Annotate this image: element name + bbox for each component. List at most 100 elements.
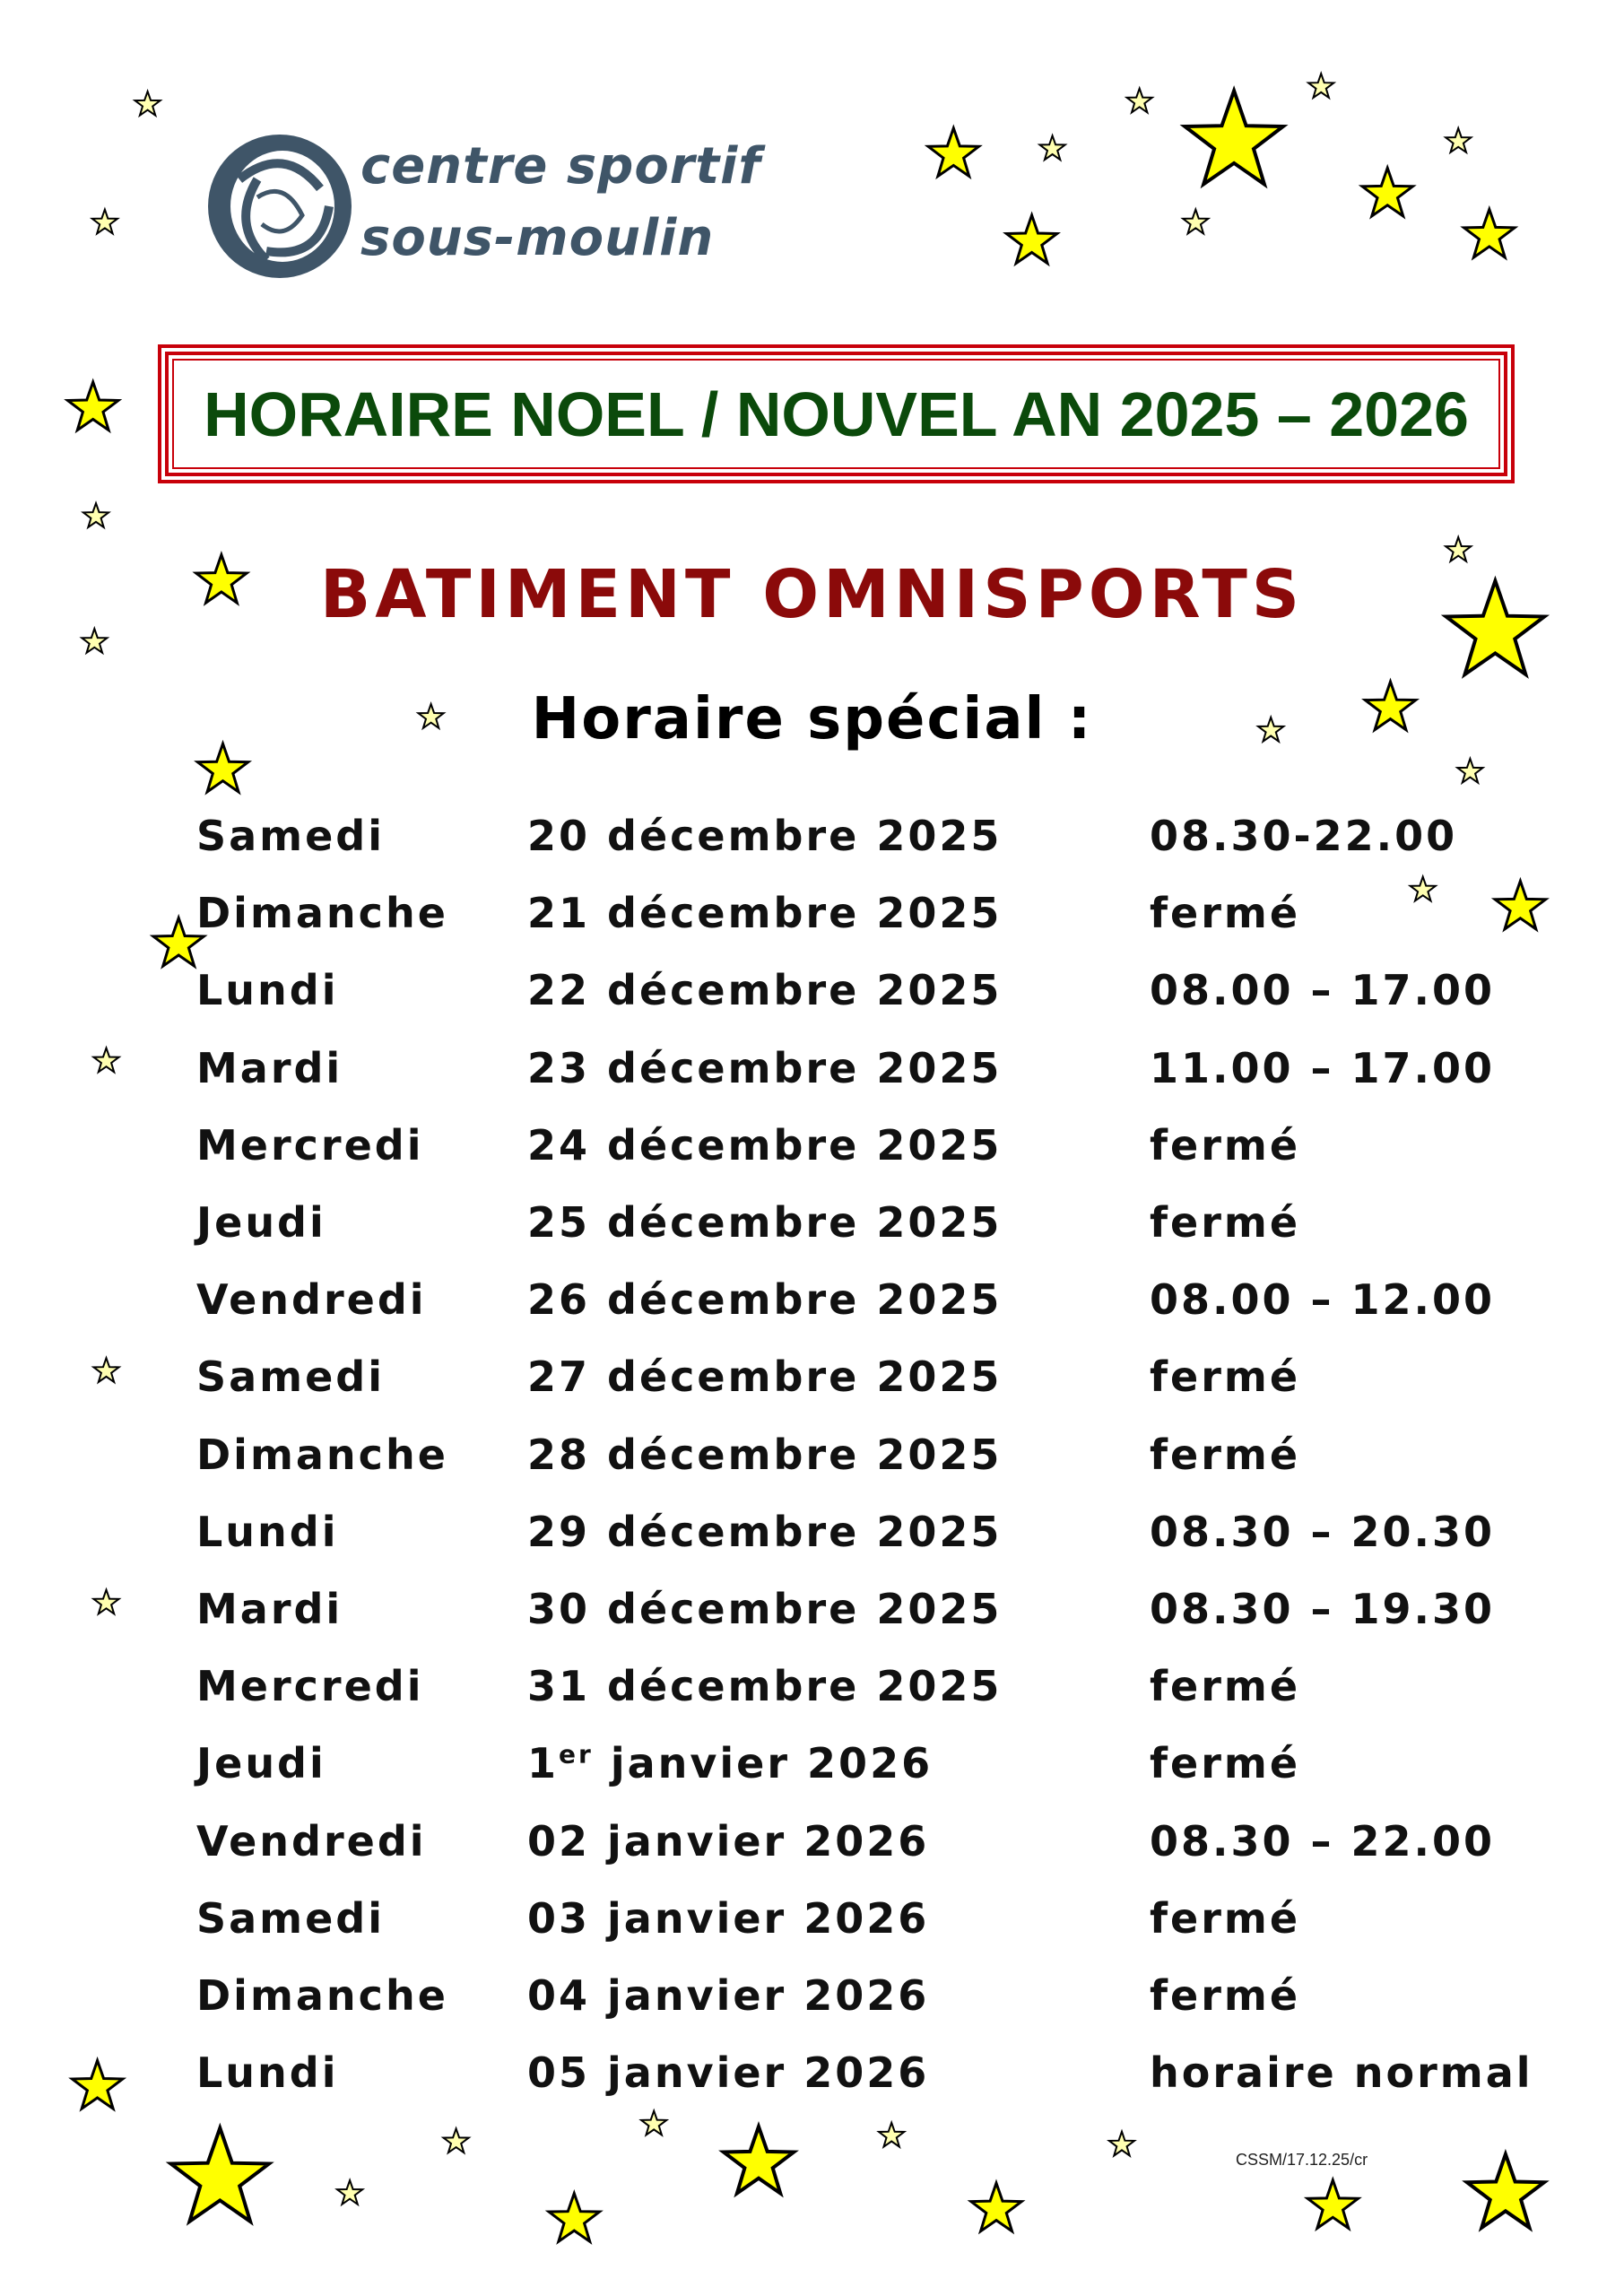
hours-cell: 11.00 – 17.00 [1150, 1043, 1496, 1092]
star-icon [1303, 2176, 1362, 2232]
schedule-row: Mercredi 31 décembre 2025 fermé [0, 1662, 1624, 1734]
star-icon [192, 551, 251, 606]
schedule-row: Mardi 30 décembre 2025 08.30 – 19.30 [0, 1585, 1624, 1657]
star-icon [1180, 206, 1211, 236]
star-icon [924, 124, 983, 180]
day-cell: Mardi [196, 1585, 343, 1633]
star-icon [1460, 204, 1519, 261]
hours-cell: 08.30-22.00 [1150, 812, 1458, 860]
day-cell: Dimanche [196, 1430, 448, 1479]
day-cell: Jeudi [196, 1739, 326, 1788]
star-icon [544, 2189, 604, 2245]
day-cell: Samedi [196, 812, 385, 860]
date-cell: 05 janvier 2026 [527, 2048, 930, 2098]
day-cell: Lundi [196, 2048, 339, 2098]
building-name: BATIMENT OMNISPORTS [319, 556, 1305, 633]
hours-cell: fermé [1150, 1739, 1301, 1788]
star-icon [638, 2108, 670, 2137]
schedule-row: Samedi 03 janvier 2026 fermé [0, 1894, 1624, 1966]
star-icon [718, 2121, 799, 2198]
date-cell: 26 décembre 2025 [527, 1275, 1003, 1325]
day-cell: Jeudi [196, 1198, 326, 1247]
date-cell: 22 décembre 2025 [527, 966, 1003, 1015]
logo-text: centre sportif sous-moulin [360, 131, 761, 274]
star-icon [876, 2119, 908, 2150]
star-icon [81, 500, 111, 530]
star-icon [1443, 534, 1474, 564]
day-cell: Samedi [196, 1893, 385, 1943]
day-cell: Mardi [196, 1043, 343, 1092]
date-cell: 29 décembre 2025 [527, 1507, 1003, 1556]
star-icon [1358, 163, 1417, 220]
date-cell: 1er janvier 2026 [527, 1739, 933, 1787]
hours-cell: 08.00 – 12.00 [1150, 1275, 1496, 1325]
star-icon [1490, 876, 1550, 933]
day-cell: Dimanche [196, 1971, 448, 2020]
star-icon [1361, 677, 1420, 734]
star-icon [79, 625, 110, 656]
star-icon [1107, 2128, 1137, 2158]
schedule-row: Dimanche 21 décembre 2025 fermé [0, 889, 1624, 961]
hours-cell: fermé [1150, 1198, 1301, 1247]
day-cell: Lundi [196, 1507, 339, 1556]
schedule-row: Dimanche 28 décembre 2025 fermé [0, 1431, 1624, 1502]
schedule-row: Vendredi 26 décembre 2025 08.00 – 12.00 [0, 1275, 1624, 1347]
logo: centre sportif sous-moulin [204, 126, 777, 287]
star-icon [1179, 85, 1289, 189]
star-icon [334, 2177, 366, 2207]
date-rest: janvier 2026 [593, 1739, 934, 1788]
schedule-heading: Horaire spécial : [531, 686, 1093, 752]
date-cell: 30 décembre 2025 [527, 1585, 1003, 1633]
star-icon [415, 700, 447, 731]
schedule-row: Mercredi 24 décembre 2025 fermé [0, 1121, 1624, 1193]
star-icon [194, 739, 253, 796]
star-icon [68, 2056, 127, 2112]
date-cell: 02 janvier 2026 [527, 1816, 930, 1866]
hours-cell: fermé [1150, 1971, 1301, 2020]
schedule-row: Dimanche 04 janvier 2026 fermé [0, 1971, 1624, 2043]
hours-cell: 08.30 – 19.30 [1150, 1585, 1496, 1633]
date-cell: 20 décembre 2025 [527, 812, 1003, 860]
star-icon [1037, 133, 1068, 162]
schedule-row: Lundi 29 décembre 2025 08.30 – 20.30 [0, 1508, 1624, 1579]
date-cell: 25 décembre 2025 [527, 1198, 1003, 1247]
star-icon [89, 206, 120, 236]
schedule-row: Mardi 23 décembre 2025 11.00 – 17.00 [0, 1044, 1624, 1116]
star-icon [1455, 755, 1486, 786]
hours-cell: horaire normal [1150, 2048, 1533, 2098]
star-icon [1003, 211, 1062, 267]
schedule-row: Lundi 05 janvier 2026 horaire normal [0, 2048, 1624, 2120]
day-cell: Samedi [196, 1352, 385, 1402]
star-icon [440, 2126, 472, 2155]
day-cell: Vendredi [196, 1816, 427, 1866]
logo-line2: sous-moulin [360, 209, 715, 267]
date-cell: 28 décembre 2025 [527, 1430, 1003, 1479]
day-cell: Dimanche [196, 889, 448, 938]
date-cell: 27 décembre 2025 [527, 1352, 1003, 1402]
star-icon [132, 88, 163, 118]
hours-cell: 08.30 – 20.30 [1150, 1507, 1496, 1556]
hours-cell: fermé [1150, 1430, 1301, 1479]
day-cell: Vendredi [196, 1275, 427, 1325]
hours-cell: 08.00 – 17.00 [1150, 966, 1496, 1015]
schedule-row: Jeudi 25 décembre 2025 fermé [0, 1198, 1624, 1270]
schedule-row: Vendredi 02 janvier 2026 08.30 – 22.00 [0, 1817, 1624, 1889]
star-icon [1462, 2148, 1550, 2232]
star-icon [1255, 714, 1287, 744]
hours-cell: fermé [1150, 1662, 1301, 1711]
star-icon [1440, 575, 1550, 679]
star-icon [1407, 874, 1438, 903]
star-icon [91, 1587, 122, 1616]
schedule-row: Samedi 27 décembre 2025 fermé [0, 1352, 1624, 1424]
date-day: 1 [527, 1739, 560, 1788]
logo-line1: centre sportif [360, 137, 761, 196]
schedule-row: Lundi 22 décembre 2025 08.00 – 17.00 [0, 966, 1624, 1038]
page-title: HORAIRE NOEL / NOUVEL AN 2025 – 2026 [204, 378, 1469, 449]
title-frame: HORAIRE NOEL / NOUVEL AN 2025 – 2026 [158, 344, 1515, 483]
star-icon [1443, 125, 1474, 155]
footer-reference: CSSM/17.12.25/cr [1236, 2151, 1368, 2169]
schedule-row: Jeudi 1er janvier 2026 fermé [0, 1739, 1624, 1811]
hours-cell: fermé [1150, 1120, 1301, 1170]
date-cell: 03 janvier 2026 [527, 1893, 930, 1943]
